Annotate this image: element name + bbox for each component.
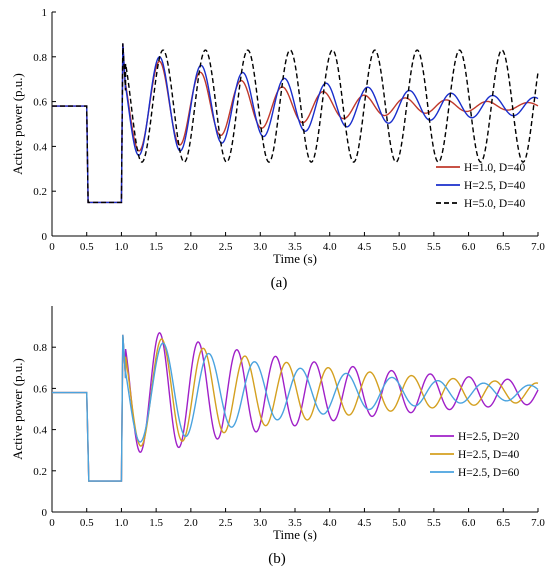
y-tick-label: 0.8 bbox=[33, 342, 47, 354]
x-tick-label: 5.0 bbox=[392, 241, 406, 253]
series-line-3 bbox=[52, 43, 539, 204]
y-axis-label: Active power (p.u.) bbox=[10, 73, 25, 175]
x-tick-label: 2.0 bbox=[184, 517, 198, 529]
x-tick-label: 4.5 bbox=[358, 517, 372, 529]
x-tick-label: 3.5 bbox=[288, 517, 302, 529]
series-line-3 bbox=[52, 334, 539, 482]
x-tick-label: 6.5 bbox=[496, 241, 510, 253]
y-tick-label: 0.4 bbox=[33, 141, 47, 153]
y-tick-label: 0.6 bbox=[33, 97, 47, 109]
y-tick-label: 0.8 bbox=[33, 52, 47, 64]
x-tick-label: 0 bbox=[49, 517, 55, 529]
legend-label-2: H=2.5, D=40 bbox=[458, 449, 519, 461]
x-tick-label: 0 bbox=[49, 241, 55, 253]
y-axis-label: Active power (p.u.) bbox=[10, 358, 25, 460]
x-tick-label: 5.5 bbox=[427, 517, 441, 529]
x-tick-label: 2.0 bbox=[184, 241, 198, 253]
series-line-1 bbox=[52, 331, 539, 482]
x-tick-label: 4.5 bbox=[358, 241, 372, 253]
legend-label-1: H=1.0, D=40 bbox=[464, 162, 525, 174]
x-tick-label: 2.5 bbox=[219, 241, 233, 253]
y-tick-label: 0 bbox=[42, 507, 48, 519]
chart-panel-b: 0 0.5 1.0 1.5 2.0 2.5 3.0 3.5 4.0 4.5 5.0 5.5 6.0 6.5… bbox=[10, 306, 545, 542]
x-tick-label: 1.0 bbox=[115, 241, 129, 253]
panel-label-a: (a) bbox=[271, 275, 288, 291]
x-tick-label: 3.0 bbox=[253, 517, 267, 529]
x-tick-label: 6.5 bbox=[496, 517, 510, 529]
x-tick-label: 5.0 bbox=[392, 517, 406, 529]
chart-panel-a: 0 0.5 1.0 1.5 2.0 2.5 3.0 3.5 4.0 4.5 5.0 5.5 6.0 6.5… bbox=[10, 7, 545, 266]
x-tick-label: 7.0 bbox=[531, 241, 545, 253]
x-tick-label: 1.5 bbox=[149, 517, 163, 529]
x-tick-label: 1.5 bbox=[149, 241, 163, 253]
x-tick-label: 3.5 bbox=[288, 241, 302, 253]
y-tick-label: 0.4 bbox=[33, 425, 47, 437]
x-axis-label: Time (s) bbox=[273, 251, 317, 266]
y-tick-label: 0.6 bbox=[33, 383, 47, 395]
x-tick-label: 3.0 bbox=[253, 241, 267, 253]
x-tick-label: 1.0 bbox=[115, 517, 129, 529]
x-tick-label: 6.0 bbox=[462, 517, 476, 529]
legend-label-2: H=2.5, D=40 bbox=[464, 180, 525, 192]
x-tick-label: 2.5 bbox=[219, 517, 233, 529]
legend-label-3: H=2.5, D=60 bbox=[458, 467, 519, 479]
legend-label-3: H=5.0, D=40 bbox=[464, 198, 525, 210]
y-tick-label: 1 bbox=[42, 7, 48, 19]
x-axis-label: Time (s) bbox=[273, 527, 317, 542]
x-tick-label: 4.0 bbox=[323, 517, 337, 529]
x-tick-label: 0.5 bbox=[80, 517, 94, 529]
panel-label-b: (b) bbox=[268, 551, 286, 567]
x-tick-label: 7.0 bbox=[531, 517, 545, 529]
legend-label-1: H=2.5, D=20 bbox=[458, 431, 519, 443]
x-tick-label: 6.0 bbox=[462, 241, 476, 253]
series-line-2 bbox=[52, 334, 539, 482]
x-tick-label: 4.0 bbox=[323, 241, 337, 253]
y-tick-label: 0 bbox=[42, 231, 48, 243]
x-tick-label: 5.5 bbox=[427, 241, 441, 253]
y-tick-label: 0.2 bbox=[33, 186, 47, 198]
x-tick-label: 0.5 bbox=[80, 241, 94, 253]
series-line-2 bbox=[52, 43, 539, 204]
y-tick-label: 0.2 bbox=[33, 466, 47, 478]
